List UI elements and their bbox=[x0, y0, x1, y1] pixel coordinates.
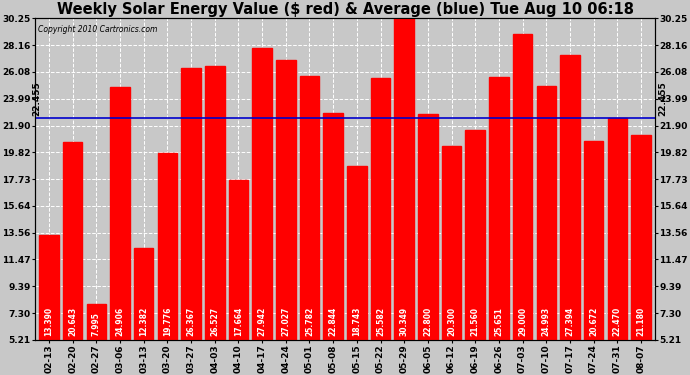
Text: 18.743: 18.743 bbox=[353, 307, 362, 336]
Bar bbox=[181, 68, 201, 340]
Bar bbox=[299, 76, 319, 340]
Text: 7.995: 7.995 bbox=[92, 312, 101, 336]
Bar bbox=[489, 77, 509, 340]
Text: Copyright 2010 Cartronics.com: Copyright 2010 Cartronics.com bbox=[38, 25, 157, 34]
Text: 25.782: 25.782 bbox=[305, 307, 314, 336]
Bar bbox=[158, 153, 177, 340]
Text: 22.470: 22.470 bbox=[613, 307, 622, 336]
Bar bbox=[324, 113, 343, 340]
Bar bbox=[466, 130, 485, 340]
Text: 29.000: 29.000 bbox=[518, 307, 527, 336]
Text: 22.844: 22.844 bbox=[328, 307, 337, 336]
Title: Weekly Solar Energy Value ($ red) & Average (blue) Tue Aug 10 06:18: Weekly Solar Energy Value ($ red) & Aver… bbox=[57, 2, 633, 17]
Text: 27.394: 27.394 bbox=[565, 307, 574, 336]
Text: 20.300: 20.300 bbox=[447, 307, 456, 336]
Text: 26.527: 26.527 bbox=[210, 307, 219, 336]
Text: 22.800: 22.800 bbox=[424, 307, 433, 336]
Text: 13.390: 13.390 bbox=[45, 307, 54, 336]
Text: 25.582: 25.582 bbox=[376, 307, 385, 336]
Text: 22.455: 22.455 bbox=[32, 81, 41, 116]
Text: 26.367: 26.367 bbox=[186, 307, 196, 336]
Text: 19.776: 19.776 bbox=[163, 307, 172, 336]
Text: 24.906: 24.906 bbox=[116, 307, 125, 336]
Bar bbox=[253, 48, 272, 340]
Text: 27.942: 27.942 bbox=[257, 307, 266, 336]
Text: 25.651: 25.651 bbox=[494, 307, 504, 336]
Bar bbox=[395, 17, 414, 340]
Bar bbox=[584, 141, 603, 340]
Bar bbox=[229, 180, 248, 340]
Text: 24.993: 24.993 bbox=[542, 307, 551, 336]
Bar bbox=[560, 55, 580, 340]
Text: 12.382: 12.382 bbox=[139, 307, 148, 336]
Bar bbox=[631, 135, 651, 340]
Bar bbox=[205, 66, 224, 340]
Bar bbox=[607, 118, 627, 340]
Bar bbox=[39, 235, 59, 340]
Text: 22.455: 22.455 bbox=[659, 81, 668, 116]
Bar bbox=[110, 87, 130, 340]
Text: 30.349: 30.349 bbox=[400, 307, 408, 336]
Bar bbox=[87, 304, 106, 340]
Bar bbox=[537, 86, 556, 340]
Text: 20.672: 20.672 bbox=[589, 307, 598, 336]
Bar bbox=[442, 146, 461, 340]
Bar bbox=[371, 78, 391, 340]
Bar bbox=[513, 34, 532, 340]
Text: 21.560: 21.560 bbox=[471, 307, 480, 336]
Text: 20.643: 20.643 bbox=[68, 307, 77, 336]
Bar bbox=[63, 142, 83, 340]
Bar bbox=[276, 60, 295, 340]
Text: 21.180: 21.180 bbox=[636, 307, 645, 336]
Bar bbox=[134, 248, 153, 340]
Text: 27.027: 27.027 bbox=[282, 307, 290, 336]
Text: 17.664: 17.664 bbox=[234, 307, 243, 336]
Bar bbox=[418, 114, 437, 340]
Bar bbox=[347, 166, 366, 340]
